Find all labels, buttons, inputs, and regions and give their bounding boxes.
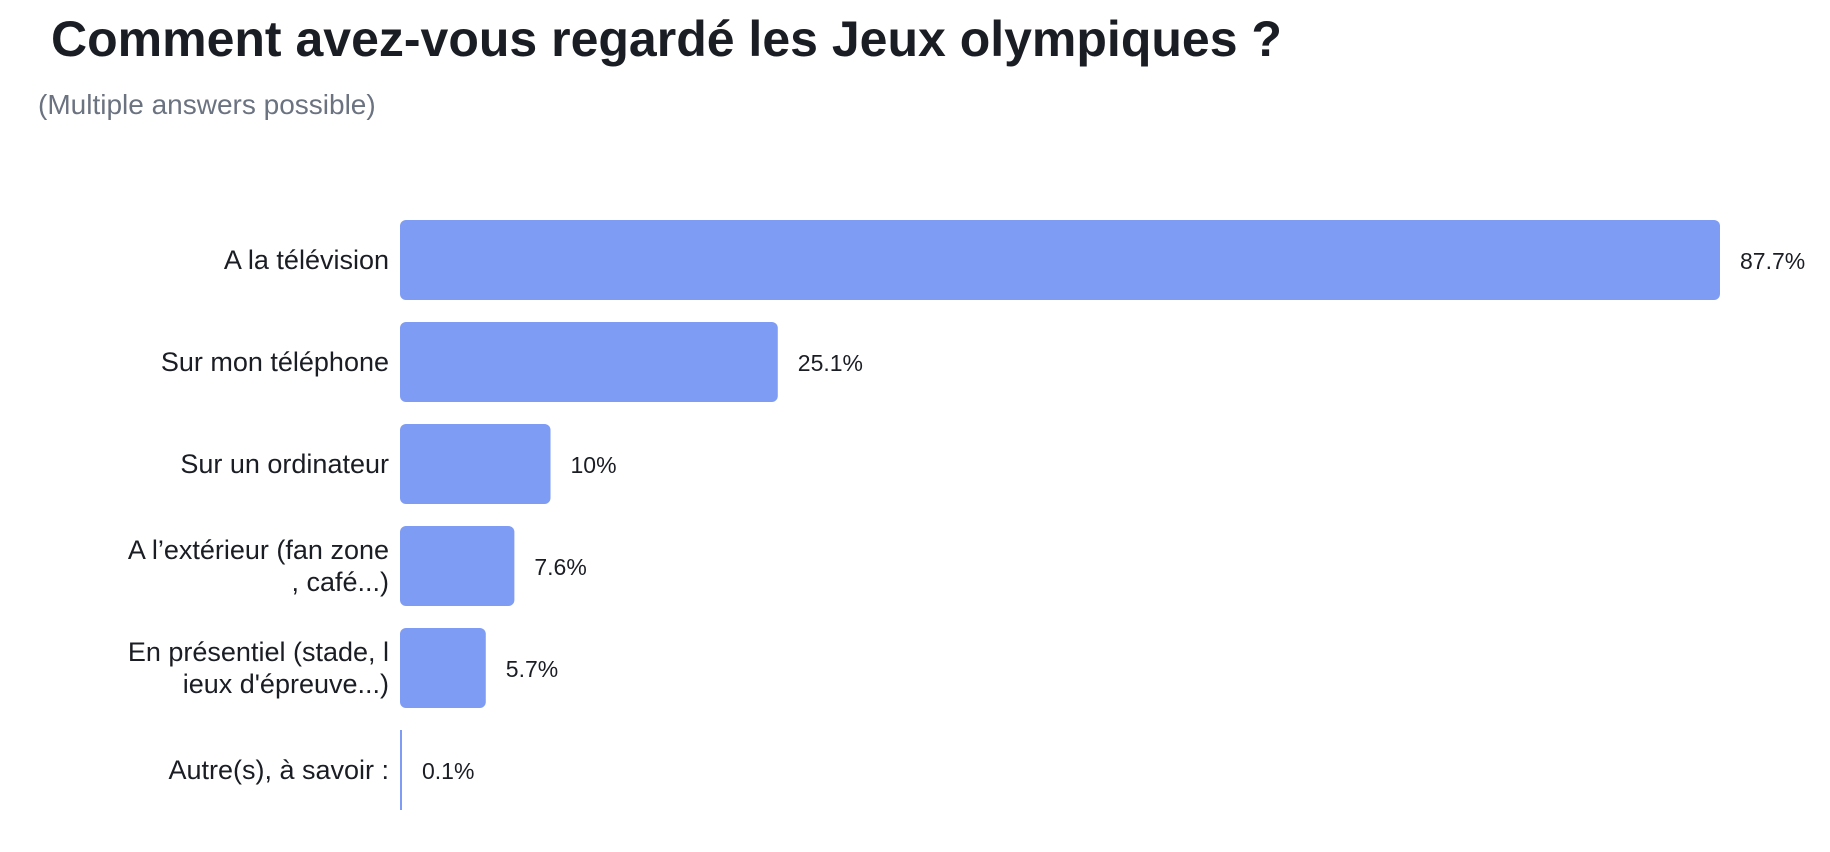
- value-label-4: 5.7%: [506, 656, 558, 682]
- bar-0: [400, 220, 1720, 300]
- category-label-1: Sur mon téléphone: [161, 347, 389, 377]
- value-label-0: 87.7%: [1740, 248, 1805, 274]
- value-label-1: 25.1%: [798, 350, 863, 376]
- bar-3: [400, 526, 515, 606]
- category-label-4: En présentiel (stade, l ieux d'épreuve...…: [128, 637, 389, 699]
- category-label-5: Autre(s), à savoir :: [168, 755, 389, 785]
- chart-title: Comment avez-vous regardé les Jeux olymp…: [51, 11, 1282, 67]
- bar-1: [400, 322, 778, 402]
- chart-subtitle: (Multiple answers possible): [38, 89, 376, 120]
- bar-2: [400, 424, 551, 504]
- value-label-3: 7.6%: [534, 554, 586, 580]
- value-label-5: 0.1%: [422, 758, 474, 784]
- bar-4: [400, 628, 486, 708]
- category-label-0: A la télévision: [224, 245, 389, 275]
- category-label-3: A l’extérieur (fan zone, café...): [128, 535, 389, 597]
- category-label-2: Sur un ordinateur: [180, 449, 389, 479]
- value-label-2: 10%: [571, 452, 617, 478]
